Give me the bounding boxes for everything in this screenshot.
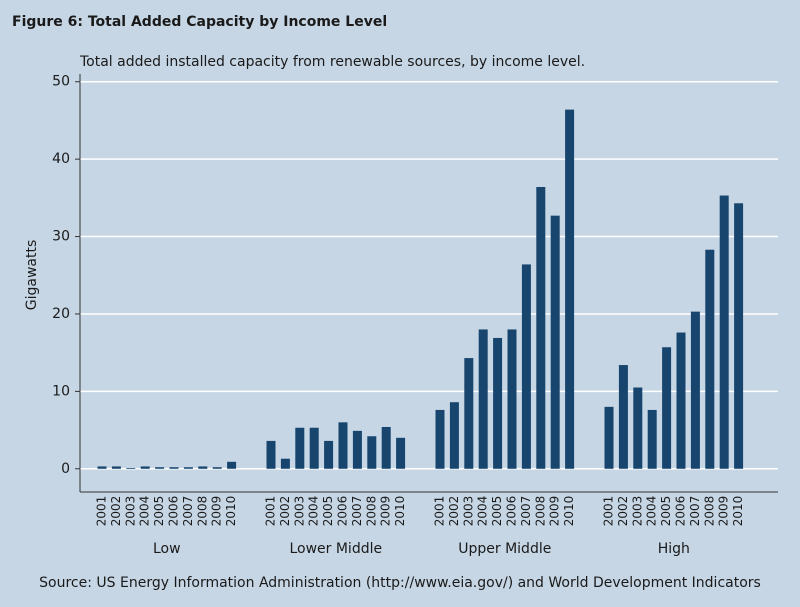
- x-tick-label: 2008: [702, 496, 716, 527]
- bar: [155, 467, 165, 469]
- x-tick-label: 2006: [167, 496, 181, 527]
- group-label: Low: [153, 541, 181, 557]
- x-tick-label: 2004: [476, 496, 490, 527]
- x-tick-label: 2006: [505, 496, 519, 527]
- x-tick-label: 2001: [602, 496, 616, 527]
- bar: [449, 402, 459, 469]
- bar: [309, 427, 319, 469]
- bar: [324, 440, 334, 469]
- x-tick-label: 2005: [152, 496, 166, 527]
- bar: [126, 468, 136, 469]
- bar: [647, 409, 657, 469]
- bar: [464, 358, 474, 469]
- x-tick-label: 2007: [688, 496, 702, 527]
- bar: [367, 436, 377, 469]
- bar: [97, 466, 107, 469]
- bar: [536, 187, 546, 469]
- x-tick-label: 2010: [731, 496, 745, 527]
- bar: [435, 409, 445, 469]
- bar: [662, 347, 672, 469]
- bar: [493, 337, 503, 469]
- bar: [604, 406, 614, 469]
- x-tick-label: 2003: [123, 496, 137, 527]
- bar: [266, 440, 276, 469]
- bar: [212, 467, 222, 469]
- x-tick-label: 2003: [292, 496, 306, 527]
- bar: [618, 365, 628, 469]
- bar: [633, 387, 643, 469]
- bar: [734, 203, 744, 469]
- x-tick-label: 2010: [562, 496, 576, 527]
- y-tick-label: 40: [52, 151, 70, 167]
- x-tick-label: 2009: [548, 496, 562, 527]
- x-tick-label: 2007: [519, 496, 533, 527]
- x-tick-label: 2001: [433, 496, 447, 527]
- bar: [338, 422, 348, 469]
- bar: [521, 264, 531, 469]
- source-note: Source: US Energy Information Administra…: [39, 575, 761, 591]
- x-tick-label: 2005: [321, 496, 335, 527]
- bar: [705, 249, 715, 469]
- bar: [381, 426, 391, 469]
- bar: [352, 430, 362, 469]
- bar: [183, 467, 193, 469]
- x-tick-label: 2009: [379, 496, 393, 527]
- x-tick-label: 2008: [195, 496, 209, 527]
- x-tick-label: 2002: [616, 496, 630, 527]
- x-tick-label: 2002: [278, 496, 292, 527]
- x-tick-label: 2010: [224, 496, 238, 527]
- x-tick-label: 2004: [645, 496, 659, 527]
- bar: [507, 329, 517, 469]
- bar: [140, 466, 150, 469]
- bar: [111, 466, 121, 469]
- group-label: Upper Middle: [458, 541, 551, 557]
- bar: [169, 467, 179, 469]
- bar: [198, 466, 208, 469]
- group-label: High: [658, 541, 690, 557]
- bar: [478, 329, 488, 469]
- x-tick-label: 2002: [447, 496, 461, 527]
- bar: [690, 311, 700, 469]
- chart-subtitle: Total added installed capacity from rene…: [79, 54, 585, 70]
- bar: [280, 458, 290, 469]
- x-tick-label: 2010: [393, 496, 407, 527]
- x-tick-label: 2001: [264, 496, 278, 527]
- bar: [550, 215, 560, 469]
- x-tick-label: 2004: [307, 496, 321, 527]
- x-tick-label: 2003: [461, 496, 475, 527]
- chart-title: Figure 6: Total Added Capacity by Income…: [12, 14, 387, 30]
- x-tick-label: 2009: [717, 496, 731, 527]
- x-tick-label: 2005: [659, 496, 673, 527]
- x-tick-label: 2006: [674, 496, 688, 527]
- bar: [719, 195, 729, 469]
- group-label: Lower Middle: [289, 541, 382, 557]
- x-tick-label: 2004: [138, 496, 152, 527]
- y-tick-label: 10: [52, 383, 70, 399]
- x-tick-label: 2001: [95, 496, 109, 527]
- y-tick-label: 30: [52, 229, 70, 245]
- x-tick-label: 2005: [490, 496, 504, 527]
- x-tick-label: 2009: [210, 496, 224, 527]
- y-tick-label: 0: [61, 461, 70, 477]
- x-tick-label: 2006: [336, 496, 350, 527]
- x-tick-label: 2003: [630, 496, 644, 527]
- x-tick-label: 2008: [364, 496, 378, 527]
- bar: [227, 461, 237, 469]
- y-tick-label: 50: [52, 74, 70, 90]
- x-tick-label: 2008: [533, 496, 547, 527]
- x-tick-label: 2002: [109, 496, 123, 527]
- x-tick-label: 2007: [181, 496, 195, 527]
- y-axis-label: Gigawatts: [24, 240, 40, 311]
- bar: [565, 109, 575, 469]
- y-tick-label: 20: [52, 306, 70, 322]
- bar: [676, 332, 686, 469]
- x-tick-label: 2007: [350, 496, 364, 527]
- bar: [295, 427, 305, 469]
- bar: [396, 437, 406, 469]
